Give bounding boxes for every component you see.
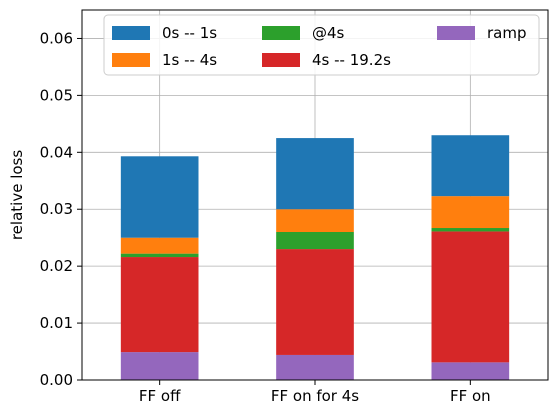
bar-segment	[120, 257, 199, 353]
y-tick-label: 0.02	[40, 257, 73, 275]
legend-swatch	[112, 26, 150, 40]
bar-segment	[276, 138, 354, 210]
bar-segment	[276, 354, 354, 380]
legend-entry: 4s -- 19.2s	[312, 51, 391, 69]
y-tick-label: 0.03	[40, 200, 73, 218]
x-tick-label: FF on	[450, 387, 491, 403]
legend-swatch	[112, 53, 150, 67]
legend-swatch	[262, 53, 300, 67]
bar-segment	[431, 362, 510, 380]
bars	[120, 135, 510, 380]
bar-segment	[120, 156, 199, 238]
bar-segment	[276, 232, 354, 250]
bar-segment	[120, 253, 199, 258]
legend-box	[103, 14, 540, 76]
legend-entry: ramp	[487, 24, 527, 42]
y-axis-label: relative loss	[8, 150, 26, 241]
bar-segment	[431, 228, 510, 232]
y-tick-label: 0.05	[40, 86, 73, 104]
x-tick-label: FF off	[139, 387, 181, 403]
bar-segment	[120, 237, 199, 254]
y-tick-label: 0.01	[40, 314, 73, 332]
bar-segment	[431, 196, 510, 229]
y-axis-ticks: 0.00 0.01 0.02 0.03 0.04 0.05 0.06	[40, 29, 82, 389]
x-tick-label: FF on for 4s	[271, 387, 359, 403]
legend-swatch	[437, 26, 475, 40]
y-tick-label: 0.04	[40, 143, 73, 161]
y-tick-label: 0.06	[40, 29, 73, 47]
bar-segment	[276, 209, 354, 232]
x-axis-ticks: FF off FF on for 4s FF on	[139, 380, 491, 403]
bar-segment	[120, 352, 199, 380]
y-tick-label: 0.00	[40, 371, 73, 389]
legend-swatch	[262, 26, 300, 40]
bar-segment	[276, 249, 354, 355]
bar-segment	[431, 135, 510, 197]
legend: 0s -- 1s @4s ramp 1s -- 4s 4s -- 19.2s	[103, 14, 540, 76]
legend-entry: 0s -- 1s	[162, 24, 217, 42]
legend-entry: 1s -- 4s	[162, 51, 217, 69]
bar-segment	[431, 231, 510, 363]
legend-entry: @4s	[312, 24, 345, 42]
